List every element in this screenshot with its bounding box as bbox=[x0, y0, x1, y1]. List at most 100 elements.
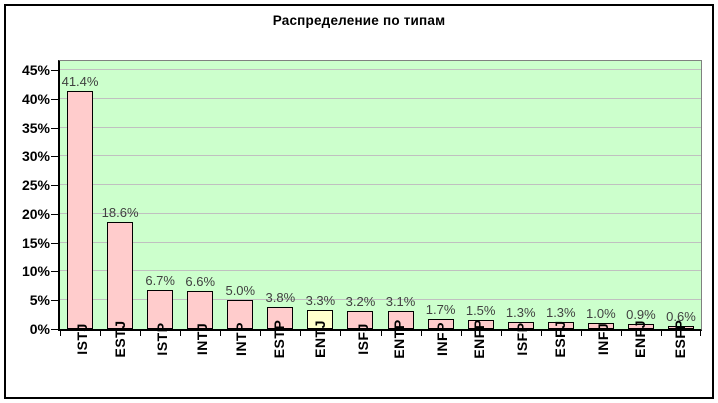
x-axis-label-text: ISTJ bbox=[74, 323, 91, 355]
bar-infj bbox=[587, 323, 614, 329]
x-axis-label-text: ENFP bbox=[471, 319, 487, 359]
bar-value-label-istp: 6.7% bbox=[145, 273, 175, 289]
gridline bbox=[60, 241, 701, 243]
x-axis-label-text: ESTJ bbox=[111, 320, 128, 358]
x-axis-label-text: INTJ bbox=[194, 322, 211, 356]
x-axis-tick bbox=[300, 331, 302, 336]
x-axis-tick bbox=[700, 331, 701, 336]
bar-isfp bbox=[507, 321, 534, 329]
x-axis-label-enfj: ENFJ bbox=[621, 320, 661, 397]
x-axis-label-isfp: ISFP bbox=[501, 322, 541, 397]
bar-value-label-isfj: 3.2% bbox=[345, 293, 376, 309]
bar-value-label-enfp: 1.5% bbox=[465, 303, 496, 319]
x-axis-label-text: INTP bbox=[233, 322, 250, 356]
bar-esfj bbox=[547, 321, 574, 329]
y-axis-tick bbox=[51, 98, 58, 100]
x-axis-label-entj: ENTJ bbox=[300, 320, 340, 397]
y-axis-tick bbox=[51, 242, 58, 244]
x-axis-label-esfj: ESFJ bbox=[541, 320, 581, 397]
x-axis-tick bbox=[340, 331, 342, 336]
y-axis-label-25: 25% bbox=[21, 177, 50, 194]
x-axis-label-text: ENTP bbox=[390, 319, 407, 359]
gridline bbox=[60, 270, 701, 272]
y-axis-label-10: 10% bbox=[21, 263, 50, 280]
y-axis-tick bbox=[51, 156, 58, 158]
y-axis-tick bbox=[51, 329, 58, 330]
x-axis-tick bbox=[580, 331, 582, 336]
x-axis-label-esfp: ESFP bbox=[661, 320, 701, 397]
x-axis-label-istj: ISTJ bbox=[60, 323, 100, 397]
gridline bbox=[60, 155, 701, 157]
bar-value-label-intj: 6.6% bbox=[185, 274, 216, 290]
x-axis-label-estp: ESTP bbox=[260, 320, 300, 397]
plot-area: 41.4% 18.6% 6.7% 6.6% 5.0% 3.8% 3.3% 3.2% 3.1% 1.… bbox=[58, 60, 702, 331]
y-axis-label-30: 30% bbox=[21, 148, 50, 165]
y-axis-label-35: 35% bbox=[21, 119, 50, 136]
bar-istj bbox=[67, 90, 94, 329]
x-axis-tick bbox=[180, 331, 182, 336]
bar-value-label-enfj: 0.9% bbox=[626, 306, 656, 322]
y-axis-label-20: 20% bbox=[21, 205, 50, 222]
x-axis-label-text: ESTP bbox=[271, 319, 288, 359]
bar-value-label-estj: 18.6% bbox=[101, 204, 139, 220]
y-axis-tick bbox=[51, 127, 58, 129]
x-axis-label-infj: INFJ bbox=[581, 323, 621, 397]
x-axis-label-estj: ESTJ bbox=[100, 320, 140, 397]
y-axis-tick bbox=[51, 271, 58, 273]
x-axis-label-infp: INFP bbox=[421, 322, 461, 397]
y-axis-tick bbox=[51, 185, 58, 187]
bar-entp bbox=[387, 311, 414, 329]
gridline bbox=[60, 184, 701, 186]
x-axis-tick bbox=[420, 331, 422, 336]
x-axis-label-text: ISTP bbox=[153, 322, 170, 356]
y-axis-tick bbox=[51, 213, 58, 215]
gridline bbox=[60, 299, 701, 301]
x-axis-tick bbox=[500, 331, 502, 336]
y-axis-label-15: 15% bbox=[21, 234, 50, 251]
gridline bbox=[60, 69, 701, 70]
bar-isfj bbox=[347, 310, 374, 329]
x-axis-tick bbox=[620, 331, 622, 336]
x-axis-label-text: INFJ bbox=[594, 322, 611, 356]
bar-estp bbox=[267, 307, 294, 329]
x-axis-tick bbox=[260, 331, 262, 336]
x-axis-label-text: ISFP bbox=[514, 322, 531, 356]
bar-value-label-infj: 1.0% bbox=[586, 306, 616, 322]
gridline bbox=[60, 97, 701, 99]
bar-value-label-isfp: 1.3% bbox=[505, 304, 536, 320]
bar-enfj bbox=[627, 323, 654, 329]
x-axis-label-intp: INTP bbox=[220, 322, 260, 397]
bar-value-label-intp: 5.0% bbox=[225, 283, 256, 299]
y-axis-label-40: 40% bbox=[21, 90, 50, 107]
x-axis-tick bbox=[220, 331, 222, 336]
chart-title: Распределение по типам bbox=[272, 13, 446, 28]
x-axis-label-text: INFP bbox=[433, 322, 450, 356]
x-axis-label-text: ESFP bbox=[671, 319, 688, 359]
bar-istp bbox=[147, 290, 174, 329]
x-axis-tick bbox=[540, 331, 542, 336]
bar-infp bbox=[427, 319, 454, 329]
x-axis-label-text: ENFJ bbox=[632, 320, 649, 358]
x-axis-label-intj: INTJ bbox=[180, 323, 220, 397]
x-axis-tick bbox=[60, 331, 61, 336]
bar-value-label-infp: 1.7% bbox=[425, 302, 456, 318]
x-axis-label-enfp: ENFP bbox=[461, 319, 501, 397]
x-axis-label-text: ESFJ bbox=[552, 320, 569, 358]
x-axis-tick bbox=[380, 331, 382, 336]
x-axis-label-text: ISFJ bbox=[354, 323, 371, 355]
y-axis-label-45: 45% bbox=[21, 62, 50, 78]
y-axis-tick bbox=[51, 300, 58, 302]
y-axis-tick bbox=[51, 70, 58, 71]
bar-entj bbox=[307, 310, 334, 329]
bar-intp bbox=[227, 300, 254, 329]
x-axis-tick bbox=[140, 331, 142, 336]
bar-value-label-estp: 3.8% bbox=[265, 290, 296, 306]
bar-value-label-entp: 3.1% bbox=[385, 294, 416, 310]
bar-value-label-istj: 41.4% bbox=[61, 73, 99, 89]
x-axis-tick bbox=[460, 331, 462, 336]
bar-enfp bbox=[467, 320, 494, 329]
bar-estj bbox=[107, 221, 134, 329]
bar-intj bbox=[187, 291, 214, 329]
gridline bbox=[60, 126, 701, 128]
